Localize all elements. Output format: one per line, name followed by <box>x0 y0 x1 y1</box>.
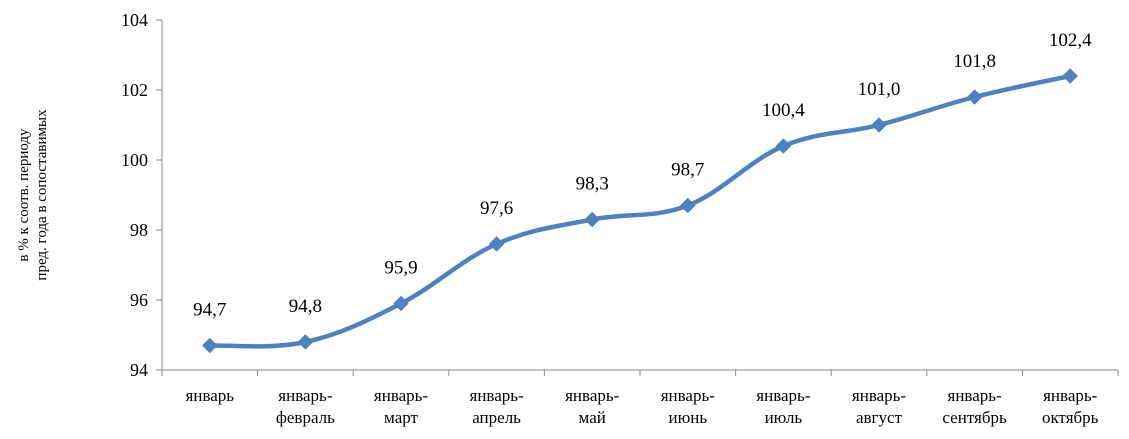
data-point-marker <box>966 89 983 105</box>
data-point-marker <box>202 337 218 354</box>
series-group <box>202 68 1078 354</box>
y-tick-label: 104 <box>121 10 148 30</box>
y-tick-label: 94 <box>130 360 148 380</box>
data-label: 102,4 <box>1049 30 1092 51</box>
y-tick-label: 96 <box>130 290 148 310</box>
x-category-label-line: сентябрь <box>942 408 1007 427</box>
y-tick-label: 98 <box>130 220 148 240</box>
data-label: 97,6 <box>480 198 513 219</box>
x-category-label-line: август <box>856 408 903 427</box>
x-category-label-line: апрель <box>472 408 521 427</box>
data-label: 100,4 <box>762 100 805 121</box>
x-category-label-line: январь- <box>374 386 429 405</box>
axes <box>156 19 1119 376</box>
data-point-marker <box>297 334 314 350</box>
data-point-marker <box>871 117 887 133</box>
data-point-marker <box>488 236 505 252</box>
data-point-marker <box>680 197 696 214</box>
x-category-label-line: январь- <box>852 386 907 405</box>
data-point-marker <box>1062 68 1078 84</box>
x-category-label-line: январь- <box>756 386 811 405</box>
data-label: 94,7 <box>193 300 226 321</box>
x-category-label-line: октябрь <box>1042 408 1099 427</box>
y-axis-title-line: в % к соотв. периоду <box>16 128 32 262</box>
x-category-label-line: январь- <box>565 386 620 405</box>
data-point-marker <box>393 295 409 312</box>
x-category-label-line: январь- <box>1043 386 1098 405</box>
x-category-label-line: январь- <box>278 386 333 405</box>
y-tick-labels: 94 96 98 100 102 104 <box>121 10 148 380</box>
data-label: 98,7 <box>671 160 704 181</box>
x-category-label: январь-август <box>852 386 907 427</box>
x-category-label-line: январь- <box>661 386 716 405</box>
x-category-label: январь-сентябрь <box>942 386 1007 427</box>
x-category-label-line: январь- <box>948 386 1003 405</box>
y-tick-label: 102 <box>121 80 148 100</box>
data-label: 94,8 <box>289 296 322 317</box>
x-category-label-line: март <box>384 408 418 427</box>
data-labels: 94,7 94,8 95,9 97,6 98,3 98,7 100,4 101,0 101,8 1… <box>193 30 1092 321</box>
x-category-label: январь-апрель <box>470 386 525 427</box>
x-category-label: январь-октябрь <box>1042 386 1099 427</box>
x-category-label-line: январь <box>186 386 235 405</box>
x-category-label: январь-июнь <box>661 386 716 427</box>
y-axis-title-line: пред. года в сопоставимых <box>34 109 50 281</box>
x-category-label: январь <box>186 386 235 405</box>
data-point-marker <box>775 138 792 154</box>
x-category-label-line: июнь <box>668 408 707 427</box>
data-label: 95,9 <box>384 258 417 279</box>
y-axis-label: в % к соотв. периоду пред. года в сопоста… <box>16 109 50 281</box>
x-category-label: январь-февраль <box>276 386 335 427</box>
data-point-marker <box>584 211 600 228</box>
y-tick-label: 100 <box>121 150 148 170</box>
series-line <box>207 73 1073 349</box>
x-category-label-line: февраль <box>276 408 335 427</box>
x-category-label: январь-март <box>374 386 429 427</box>
data-label: 101,0 <box>858 79 901 100</box>
x-category-label-line: июль <box>765 408 803 427</box>
x-category-label-line: май <box>579 408 606 427</box>
data-label: 98,3 <box>576 174 609 195</box>
x-category-labels: январь январь-февральянварь-мартянварь-ап… <box>186 386 1099 427</box>
x-category-label-line: январь- <box>470 386 525 405</box>
data-label: 101,8 <box>953 51 996 72</box>
x-category-label: январь-май <box>565 386 620 427</box>
y-axis-title: в % к соотв. периоду пред. года в сопоста… <box>16 109 50 281</box>
x-category-label: январь-июль <box>756 386 811 427</box>
